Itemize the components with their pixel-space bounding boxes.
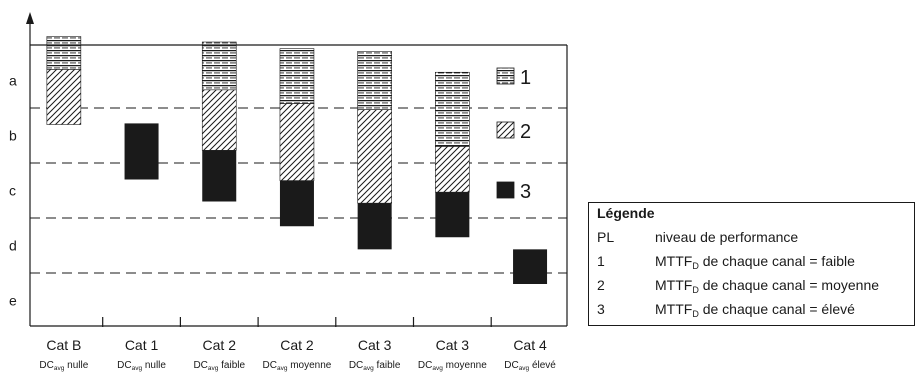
category-sublabel: DCavg faible bbox=[349, 360, 401, 372]
bar-segment-series-1 bbox=[46, 36, 82, 70]
bar-segment-series-3 bbox=[435, 192, 470, 238]
bar-segment-series-2 bbox=[357, 109, 392, 204]
axis-labels: a b c d e Cat B DCavg nulle Cat 1 DCavg nulle Cat… bbox=[9, 73, 556, 373]
bar-segment-series-3 bbox=[124, 123, 159, 180]
chart-legend: 1 2 3 bbox=[496, 67, 531, 203]
category-sublabel: DCavg faible bbox=[193, 360, 245, 372]
legend-text: MTTFD de chaque canal = moyenne bbox=[655, 277, 880, 295]
category-sublabel: DCavg nulle bbox=[39, 360, 88, 372]
legend-key: 2 bbox=[597, 277, 605, 293]
bar-segment-series-1 bbox=[435, 71, 470, 147]
category-sublabel: DCavg élevé bbox=[504, 360, 556, 372]
grid-lines bbox=[30, 107, 567, 274]
category-label: Cat 2 bbox=[203, 337, 237, 353]
bar-segment-series-2 bbox=[435, 146, 470, 193]
legend-swatch-series-1 bbox=[496, 67, 515, 85]
legend-number: 1 bbox=[520, 67, 531, 89]
legend-box: Légende PL niveau de performance 1 MTTFD… bbox=[588, 202, 915, 326]
category-label: Cat 3 bbox=[358, 337, 392, 353]
category-label: Cat 3 bbox=[436, 337, 470, 353]
bar-segment-series-1 bbox=[279, 48, 315, 104]
legend-number: 3 bbox=[520, 181, 531, 203]
bar-segment-series-3 bbox=[279, 180, 314, 227]
y-level-label: c bbox=[9, 183, 16, 199]
category-label: Cat 4 bbox=[513, 337, 547, 353]
bar-segment-series-1 bbox=[357, 51, 392, 110]
category-sublabel: DCavg moyenne bbox=[418, 360, 487, 372]
bar-segment-series-3 bbox=[202, 150, 237, 202]
y-level-label: b bbox=[9, 128, 17, 144]
category-sublabel: DCavg moyenne bbox=[263, 360, 332, 372]
legend-text: MTTFD de chaque canal = faible bbox=[655, 253, 855, 271]
y-level-label: a bbox=[9, 73, 17, 89]
legend-title: Légende bbox=[597, 205, 655, 221]
category-label: Cat B bbox=[46, 337, 81, 353]
category-label: Cat 1 bbox=[125, 337, 159, 353]
bar-segment-series-1 bbox=[201, 41, 237, 91]
bar-segment-series-3 bbox=[513, 249, 548, 284]
bar-segment-series-2 bbox=[279, 103, 315, 181]
legend-text: MTTFD de chaque canal = élevé bbox=[655, 301, 855, 319]
legend-swatch-series-3 bbox=[496, 181, 515, 199]
legend-number: 2 bbox=[520, 121, 531, 143]
legend-key: 1 bbox=[597, 253, 605, 269]
legend-swatch-series-2 bbox=[496, 121, 515, 139]
bar-segment-series-2 bbox=[201, 89, 237, 151]
axes bbox=[26, 12, 568, 327]
legend-text: niveau de performance bbox=[655, 229, 799, 245]
y-axis-arrow bbox=[26, 12, 34, 24]
bars bbox=[46, 36, 548, 284]
y-level-label: e bbox=[9, 293, 17, 309]
legend-key: 3 bbox=[597, 301, 605, 317]
category-sublabel: DCavg nulle bbox=[117, 360, 166, 372]
bar-segment-series-3 bbox=[357, 203, 392, 250]
legend-key: PL bbox=[597, 229, 615, 245]
y-level-label: d bbox=[9, 238, 17, 254]
category-label: Cat 2 bbox=[280, 337, 314, 353]
bar-segment-series-2 bbox=[46, 69, 82, 125]
